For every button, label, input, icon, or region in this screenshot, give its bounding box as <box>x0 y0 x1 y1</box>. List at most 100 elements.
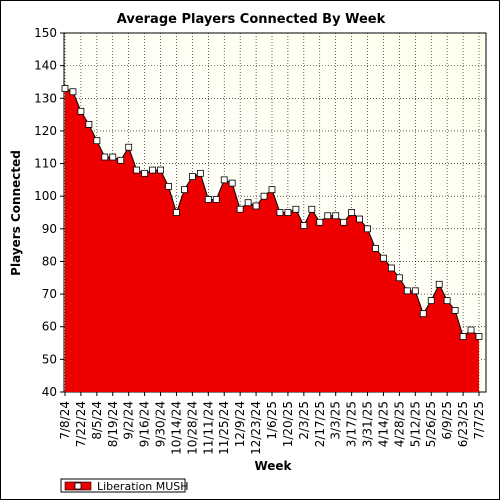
x-tick-label: 9/16/24 <box>138 401 152 447</box>
data-point <box>340 218 348 226</box>
data-point <box>220 176 228 184</box>
x-tick-label: 2/3/25 <box>297 401 311 440</box>
x-tick-label: 3/17/25 <box>345 401 359 447</box>
data-point <box>380 254 387 262</box>
data-point <box>244 199 252 207</box>
data-point <box>348 209 356 216</box>
data-point <box>77 107 85 115</box>
data-point <box>411 287 419 295</box>
data-point <box>188 173 196 181</box>
data-point <box>372 244 379 252</box>
legend-marker <box>74 482 82 490</box>
data-point <box>204 196 212 203</box>
data-point <box>276 209 284 216</box>
x-tick-label: 2/17/25 <box>313 401 327 447</box>
data-point <box>93 137 101 145</box>
data-point <box>443 297 451 305</box>
legend-label: Liberation MUSH <box>97 480 189 493</box>
data-point <box>196 169 204 177</box>
x-tick-label: 5/26/25 <box>424 401 438 447</box>
x-tick-label: 8/19/24 <box>106 401 120 447</box>
data-point <box>427 297 435 305</box>
data-point <box>403 287 411 295</box>
x-tick-label: 6/9/25 <box>440 401 454 440</box>
data-point <box>395 274 403 282</box>
x-tick-label: 5/12/25 <box>408 401 422 447</box>
y-tick-label: 130 <box>34 91 57 105</box>
y-tick-label: 140 <box>34 59 57 73</box>
x-tick-label: 8/5/24 <box>90 401 104 440</box>
series-area-fill <box>65 88 479 392</box>
x-tick-label: 3/31/25 <box>361 401 375 447</box>
data-point <box>212 196 220 203</box>
data-point <box>324 212 332 220</box>
x-tick-label: 7/8/24 <box>58 401 72 440</box>
data-point <box>109 153 117 161</box>
x-tick-label: 10/28/24 <box>185 401 199 455</box>
legend-box <box>60 478 186 493</box>
x-tick-label: 11/11/24 <box>201 401 215 455</box>
y-tick-label: 40 <box>42 385 57 399</box>
data-point <box>125 143 133 151</box>
x-tick-label: 4/14/25 <box>376 401 390 447</box>
data-point <box>101 153 109 161</box>
x-tick-label: 9/2/24 <box>122 401 136 440</box>
data-point <box>292 205 300 213</box>
data-point <box>316 218 324 226</box>
data-point <box>451 307 459 314</box>
data-point <box>268 186 276 194</box>
x-tick-label: 3/3/25 <box>329 401 343 440</box>
data-point <box>173 209 180 216</box>
x-tick-label: 6/23/25 <box>456 401 470 447</box>
data-point <box>300 222 308 229</box>
data-point <box>133 166 141 174</box>
data-point <box>260 192 268 200</box>
data-point <box>69 88 77 96</box>
x-tick-label: 7/7/25 <box>472 401 486 440</box>
data-point <box>284 209 292 216</box>
x-tick-label: 11/25/24 <box>217 401 231 455</box>
data-point <box>332 212 340 220</box>
data-point <box>252 202 260 210</box>
data-point <box>85 120 93 128</box>
data-point <box>459 333 467 340</box>
x-tick-label: 1/6/25 <box>265 401 279 440</box>
y-tick-label: 90 <box>42 222 57 236</box>
data-point <box>117 156 125 164</box>
y-tick-label: 70 <box>42 287 57 301</box>
x-tick-label: 12/23/24 <box>249 401 263 455</box>
x-tick-label: 7/22/24 <box>74 401 88 447</box>
data-point <box>165 182 172 190</box>
chart-title: Average Players Connected By Week <box>117 12 386 27</box>
data-point <box>308 205 316 213</box>
x-tick-label: 12/9/24 <box>233 401 247 447</box>
data-point <box>467 326 475 334</box>
data-point <box>141 169 149 177</box>
x-tick-label: 10/14/24 <box>169 401 183 455</box>
data-point <box>419 310 427 318</box>
data-point <box>475 333 483 340</box>
data-point <box>157 166 164 174</box>
x-tick-label: 4/28/25 <box>392 401 406 447</box>
y-axis: 40 50 60 70 80 90 100 110 120 130 140 150 <box>34 26 64 399</box>
x-tick-label: 9/30/24 <box>154 401 168 447</box>
x-axis: 7/8/24 7/22/24 8/5/24 8/19/24 9/2/24 9/16/24 9… <box>58 392 486 455</box>
data-point <box>364 225 371 233</box>
data-point <box>435 280 443 288</box>
series-markers <box>61 85 483 340</box>
y-tick-label: 80 <box>42 254 57 268</box>
data-point <box>228 179 236 187</box>
x-tick-label: 1/20/25 <box>281 401 295 447</box>
data-point <box>236 205 244 213</box>
legend: Liberation MUSH <box>60 478 189 493</box>
y-axis-title: Players Connected <box>9 150 23 276</box>
y-tick-label: 150 <box>34 26 57 40</box>
y-tick-label: 50 <box>42 352 57 366</box>
data-point <box>149 166 156 174</box>
y-tick-label: 100 <box>34 189 57 203</box>
x-axis-title: Week <box>254 459 292 473</box>
data-point <box>388 264 395 272</box>
data-point <box>356 215 363 223</box>
